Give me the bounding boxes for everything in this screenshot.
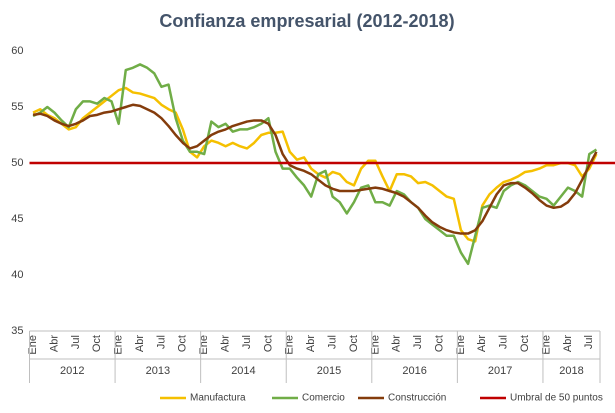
- x-tick-label: Oct: [348, 335, 360, 352]
- x-tick-label: Ene: [113, 335, 125, 355]
- x-tick-label: Oct: [519, 335, 531, 352]
- x-tick-label: Abr: [134, 335, 146, 352]
- x-tick-label: Oct: [91, 335, 103, 352]
- chart-title: Confianza empresarial (2012-2018): [159, 11, 454, 31]
- x-tick-label: Jul: [241, 335, 253, 349]
- x-tick-label: Abr: [305, 335, 317, 352]
- x-tick-label: Ene: [455, 335, 467, 355]
- x-tick-label: Ene: [540, 335, 552, 355]
- legend-label: Umbral de 50 puntos: [510, 393, 603, 404]
- y-tick-label: 45: [11, 213, 23, 225]
- x-tick-label: Jul: [498, 335, 510, 349]
- x-tick-label: Oct: [177, 335, 189, 352]
- year-label: 2017: [488, 365, 512, 377]
- series-line: [32, 103, 598, 235]
- x-tick-label: Oct: [262, 335, 274, 352]
- year-label: 2012: [60, 365, 84, 377]
- x-tick-label: Abr: [220, 335, 232, 352]
- series-line: [32, 86, 598, 243]
- y-tick-label: 35: [11, 325, 23, 337]
- x-tick-label: Abr: [476, 335, 488, 352]
- legend-label: Construcción: [388, 393, 446, 404]
- legend-label: Manufactura: [190, 393, 246, 404]
- y-tick-label: 40: [11, 269, 23, 281]
- x-tick-label: Jul: [583, 335, 595, 349]
- year-label: 2018: [559, 365, 583, 377]
- year-label: 2014: [231, 365, 255, 377]
- x-tick-label: Jul: [155, 335, 167, 349]
- year-label: 2013: [146, 365, 170, 377]
- year-label: 2015: [317, 365, 341, 377]
- year-label: 2016: [402, 365, 426, 377]
- y-tick-label: 50: [11, 157, 23, 169]
- y-tick-label: 60: [11, 45, 23, 57]
- legend-label: Comercio: [302, 393, 345, 404]
- x-tick-label: Jul: [412, 335, 424, 349]
- x-tick-label: Ene: [284, 335, 296, 355]
- x-tick-label: Abr: [48, 335, 60, 352]
- x-tick-label: Ene: [27, 335, 39, 355]
- x-tick-label: Abr: [562, 335, 574, 352]
- x-tick-label: Abr: [391, 335, 403, 352]
- x-tick-label: Oct: [433, 335, 445, 352]
- y-tick-label: 55: [11, 101, 23, 113]
- x-tick-label: Ene: [369, 335, 381, 355]
- series-line: [32, 63, 598, 266]
- x-tick-label: Jul: [326, 335, 338, 349]
- x-tick-label: Ene: [198, 335, 210, 355]
- x-tick-label: Jul: [70, 335, 82, 349]
